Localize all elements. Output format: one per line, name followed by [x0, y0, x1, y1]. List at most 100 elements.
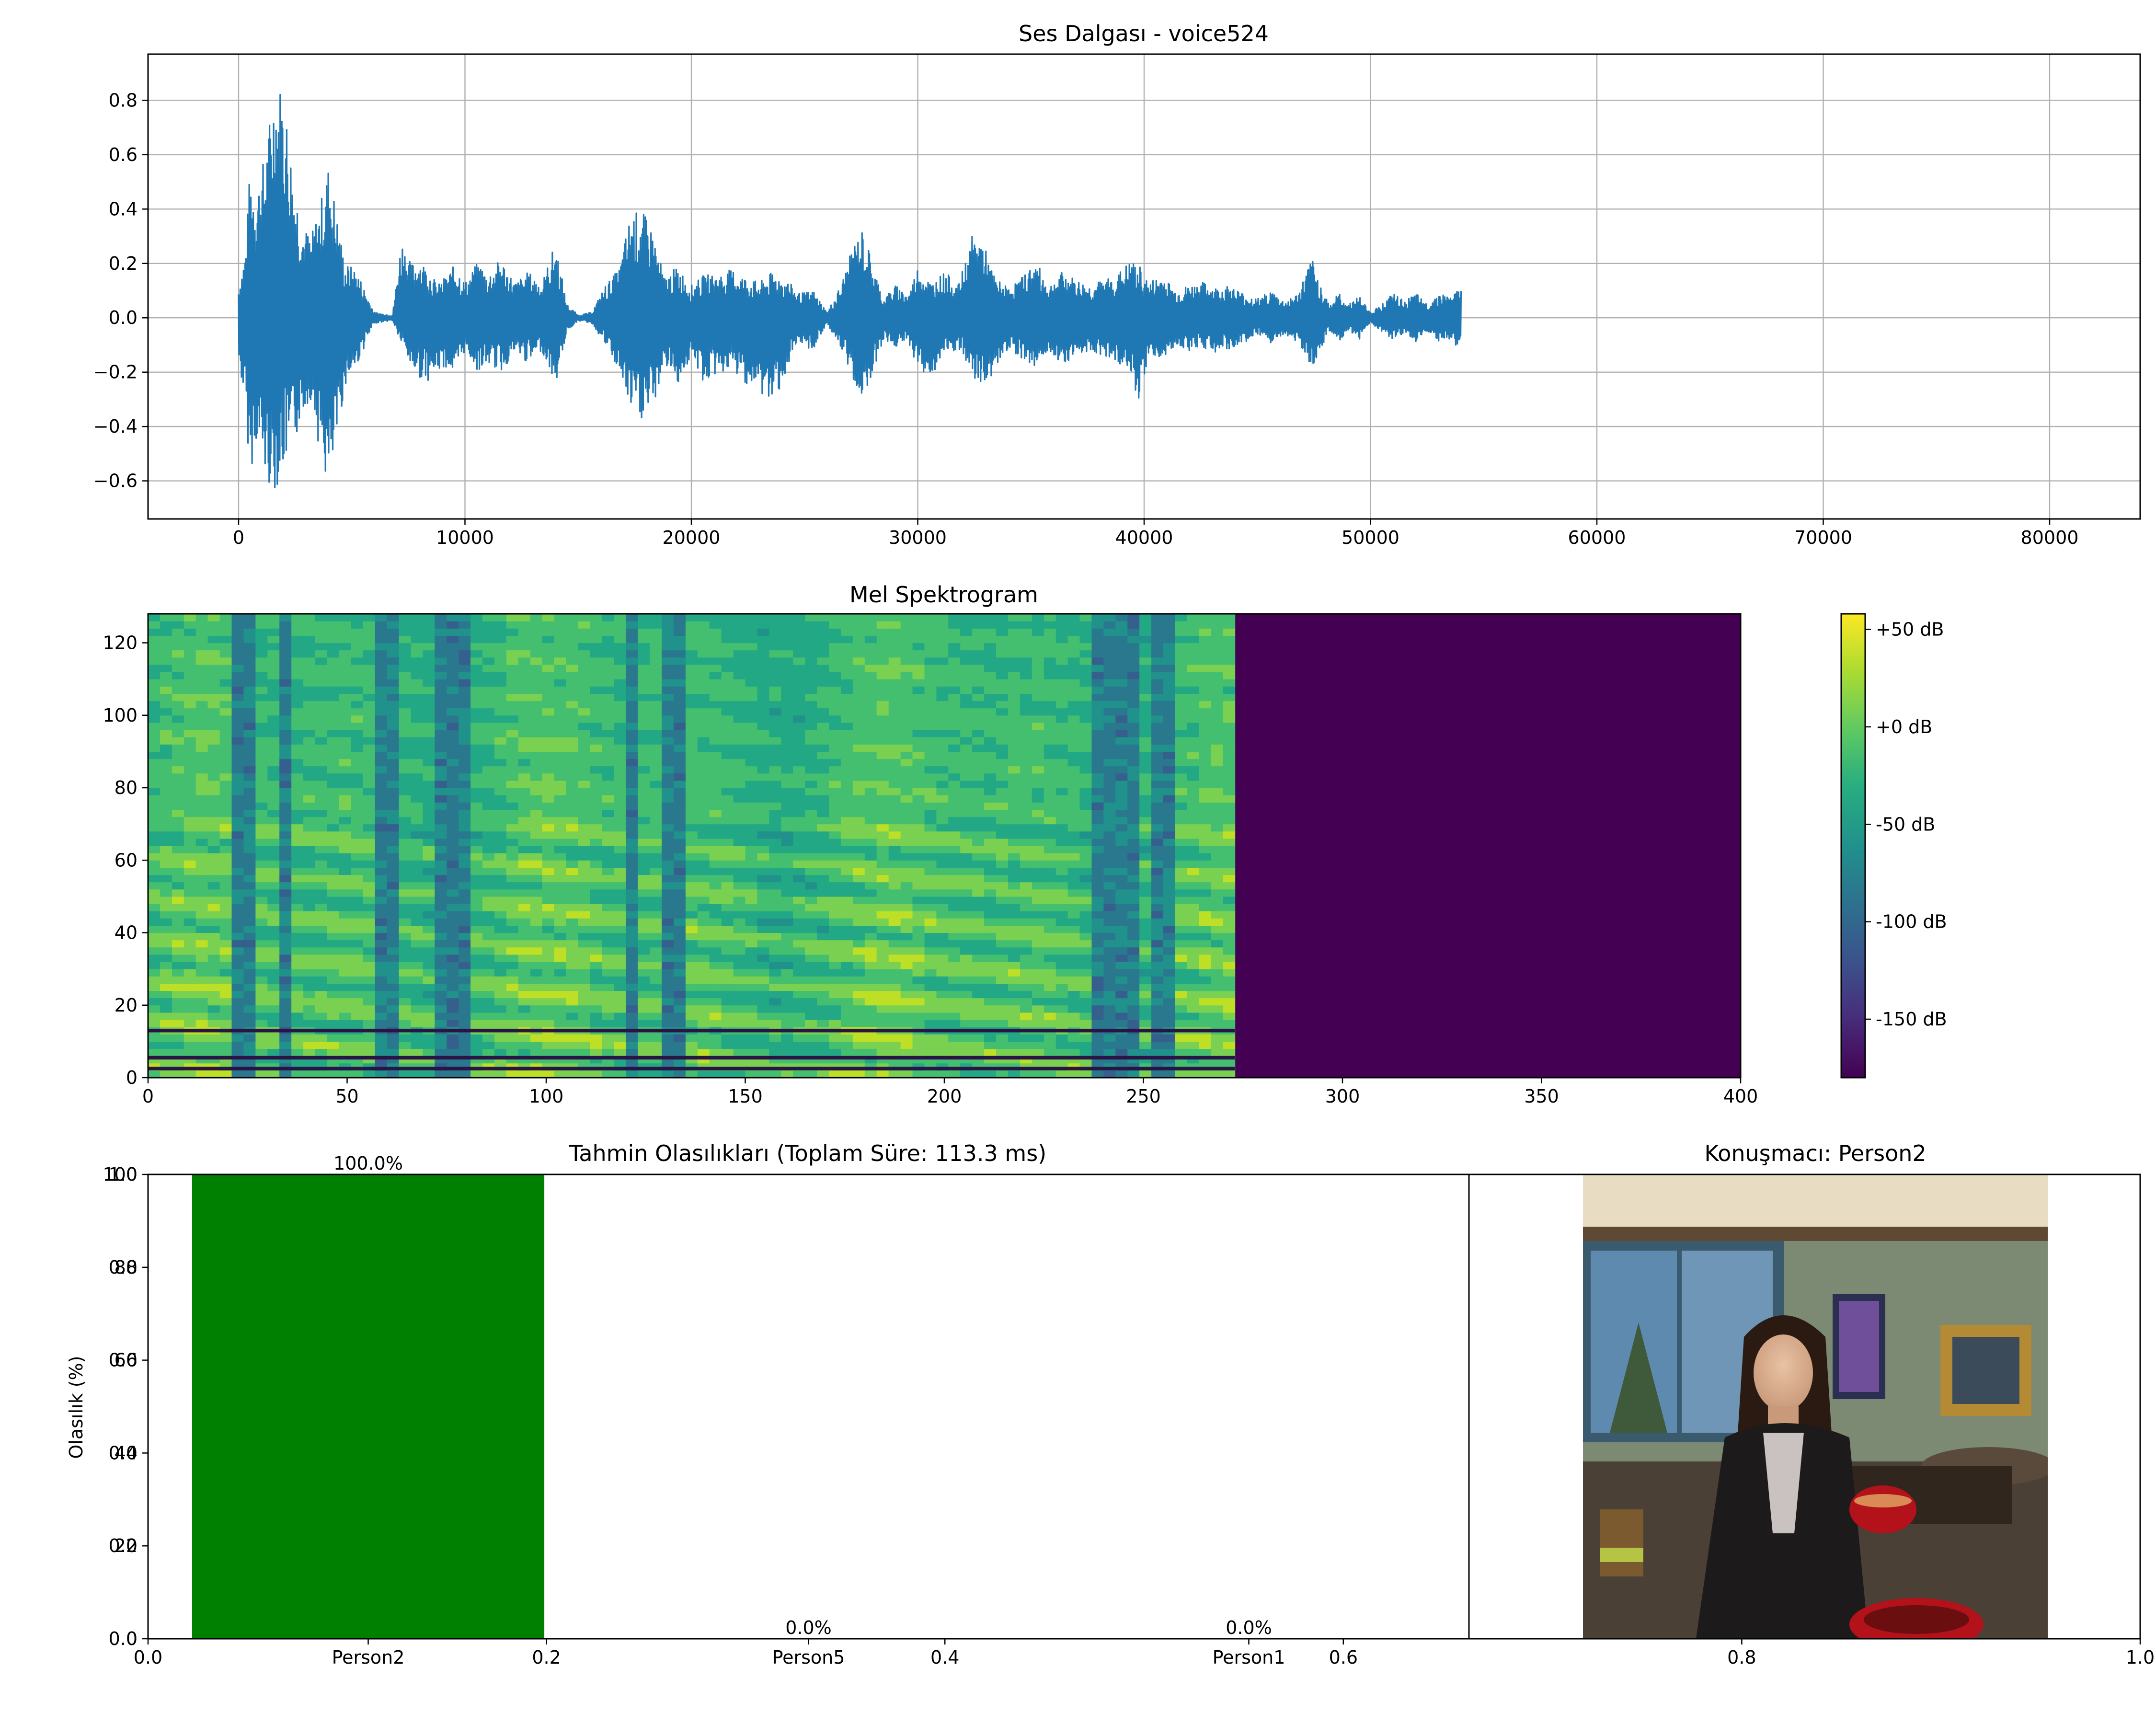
mel-cell	[876, 664, 889, 672]
mel-cell	[554, 1041, 567, 1049]
mel-cell	[435, 911, 447, 919]
mel-cell	[662, 1070, 674, 1078]
mel-cell	[733, 1041, 746, 1049]
mel-cell	[470, 686, 483, 694]
mel-cell	[172, 621, 184, 629]
mel-cell	[817, 831, 829, 839]
mel-cell	[900, 802, 913, 810]
mel-cell	[733, 1048, 746, 1057]
mel-cell	[876, 853, 889, 861]
mel-cell	[554, 940, 567, 948]
mel-cell	[172, 628, 184, 636]
mel-cell	[602, 940, 614, 948]
mel-cell	[1055, 715, 1068, 723]
mel-cell	[1008, 824, 1021, 832]
mel-cell	[255, 628, 268, 636]
mel-cell	[662, 715, 674, 723]
mel-cell	[411, 628, 423, 636]
mel-cell	[423, 1048, 435, 1057]
mel-cell	[590, 788, 602, 795]
mel-cell	[709, 983, 722, 991]
mel-cell	[255, 1041, 268, 1049]
mel-cell	[721, 925, 734, 933]
mel-cell	[697, 664, 710, 672]
mel-cell	[984, 635, 997, 644]
mel-cell	[590, 1012, 602, 1020]
mel-cell	[1032, 904, 1044, 911]
mel-cell	[554, 621, 567, 629]
mel-cell	[948, 628, 961, 636]
mel-cell	[470, 824, 483, 832]
mel-cell	[291, 730, 304, 737]
mel-cell	[626, 751, 638, 759]
mel-cell	[351, 802, 364, 810]
mel-cell	[399, 751, 411, 759]
mel-cell	[745, 715, 757, 723]
mel-cell	[255, 846, 268, 853]
mel-cell	[733, 838, 746, 846]
mel-cell	[542, 693, 555, 702]
mel-cell	[363, 976, 376, 984]
mel-cell	[315, 918, 328, 926]
mel-cell	[817, 824, 829, 832]
mel-cell	[852, 635, 865, 644]
mel-cell	[757, 628, 769, 636]
mel-cell	[195, 635, 208, 644]
mel-cell	[148, 853, 161, 861]
mel-cell	[279, 1070, 292, 1078]
mel-cell	[339, 657, 352, 665]
mel-cell	[996, 693, 1009, 702]
mel-cell	[183, 1020, 196, 1027]
mel-cell	[172, 614, 184, 621]
mel-cell	[721, 918, 734, 926]
mel-cell	[482, 911, 495, 919]
mel-cell	[650, 976, 662, 984]
mel-cell	[399, 1048, 411, 1057]
mel-cell	[459, 1034, 471, 1042]
waveform-y-axis: −0.6−0.4−0.20.00.20.40.60.8	[93, 90, 148, 492]
mel-cell	[697, 744, 710, 752]
mel-cell	[399, 744, 411, 752]
mel-cell	[781, 701, 793, 709]
mel-cell	[984, 1034, 997, 1042]
mel-cell	[936, 940, 949, 948]
mel-cell	[160, 759, 172, 767]
mel-cell	[960, 614, 973, 621]
mel-cell	[303, 846, 316, 853]
mel-cell	[506, 962, 519, 969]
mel-cell	[781, 1048, 793, 1057]
mel-cell	[255, 686, 268, 694]
mel-cell	[435, 1041, 447, 1049]
mel-cell	[852, 744, 865, 752]
mel-cell	[888, 1048, 901, 1057]
mel-cell	[207, 846, 220, 853]
mel-cell	[423, 614, 435, 621]
mel-cell	[781, 925, 793, 933]
mel-cell	[960, 918, 973, 926]
mel-cell	[195, 867, 208, 875]
mel-cell	[183, 766, 196, 774]
mel-cell	[435, 708, 447, 716]
mel-cell	[984, 1041, 997, 1049]
mel-cell	[506, 650, 519, 658]
mel-cell	[399, 1041, 411, 1049]
mel-cell	[733, 766, 746, 774]
mel-cell	[470, 708, 483, 716]
mel-cell	[721, 766, 734, 774]
mel-cell	[733, 737, 746, 745]
mel-cell	[447, 1034, 459, 1042]
mel-cell	[840, 998, 853, 1006]
mel-cell	[542, 766, 555, 774]
mel-cell	[673, 962, 686, 969]
mel-cell	[984, 867, 997, 875]
mel-cell	[650, 824, 662, 832]
mel-cell	[255, 911, 268, 919]
mel-cell	[769, 954, 781, 962]
mel-cell	[470, 1020, 483, 1027]
mel-cell	[864, 962, 877, 969]
mel-cell	[363, 896, 376, 904]
mel-cell	[626, 693, 638, 702]
mel-cell	[602, 1020, 614, 1027]
mel-cell	[411, 846, 423, 853]
mel-cell	[470, 954, 483, 962]
